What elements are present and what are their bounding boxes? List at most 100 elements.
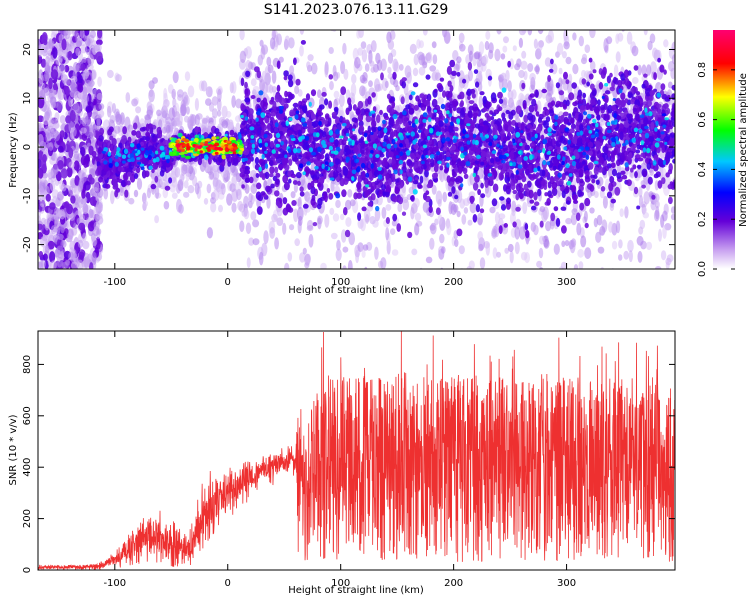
spectrogram-cell [583, 210, 588, 223]
spectrogram-cell [184, 71, 191, 81]
spectrogram-cell [570, 238, 577, 248]
spectrogram-cell [655, 205, 660, 220]
spectrogram-cell [584, 44, 591, 53]
spectrogram-cell [393, 79, 399, 88]
spectrogram-cell [82, 203, 88, 215]
spectrogram-cell [541, 276, 546, 289]
spectrogram-cell [456, 5, 462, 17]
spectrogram-cell [434, 72, 442, 81]
spectrogram-cell [299, 30, 305, 35]
spectrogram-cell [340, 61, 346, 74]
spectrogram-cell [434, 88, 438, 94]
spectrogram-cell [417, 184, 423, 189]
spectrogram-cell [425, 256, 433, 264]
spectrogram-cell [354, 57, 361, 69]
spectrogram-cell [171, 192, 178, 199]
spectrogram-cell [261, 44, 269, 55]
spectrogram-cell [645, 269, 650, 276]
spectrogram-cell [65, 115, 72, 124]
spectrogram-cell [342, 246, 349, 253]
spectrogram-cell [490, 92, 497, 102]
spectrogram-cell [96, 114, 101, 128]
spectrogram-cell [627, 92, 633, 99]
spectrogram-cell [295, 30, 299, 31]
spectrogram-cell [476, 58, 482, 68]
spectrogram-cell [340, 213, 345, 221]
spectrogram-cell [487, 75, 493, 81]
spectrogram-cell [541, 209, 548, 223]
spectrogram-cell [455, 61, 461, 72]
spectrogram-cell [364, 266, 368, 269]
spectrogram-cell [45, 55, 50, 66]
spectrogram-cell [340, 86, 347, 95]
spectrogram-cell [439, 165, 444, 171]
spectrogram-cell [75, 47, 81, 57]
spectrogram-cell [431, 184, 437, 195]
spectrogram-cell [83, 180, 91, 191]
spectrogram-cell [408, 322, 413, 333]
spectrogram-cell [565, 56, 572, 65]
spectrogram-cell [606, 75, 612, 84]
spectrogram-cell [211, 96, 219, 106]
spectrogram-cell [203, 198, 209, 205]
spectrogram-cell [359, 85, 366, 97]
spectrogram-cell [523, 114, 529, 123]
spectrogram-cell [638, 186, 643, 198]
spectrogram-cell [653, 173, 659, 179]
spectrogram-cell [537, 188, 542, 197]
spectrogram-cell [88, 208, 94, 219]
spectrogram-cell [641, 304, 645, 317]
spectrogram-cell [348, 103, 353, 112]
spectrogram-cell [82, 240, 90, 250]
spectrogram-cell [310, 186, 316, 195]
spectrogram-cell [475, 81, 480, 88]
spectrogram-cell [271, 70, 277, 84]
spectrogram-cell [370, 40, 377, 53]
spectrogram-cell [259, 39, 264, 47]
spectrogram-cell [64, 64, 70, 73]
spectrogram-cell [474, 174, 480, 183]
spectrogram-cell [478, 95, 483, 108]
spectrogram-cell [98, 109, 105, 118]
spectrogram-cell [148, 89, 155, 103]
spectrogram-cell [333, 106, 339, 112]
spectrogram-cell [176, 89, 184, 98]
spectrogram-cell [293, 182, 298, 193]
spectrogram-cell [409, 271, 416, 282]
spectrogram-cell [330, 180, 335, 192]
spectrogram-cell [412, 67, 419, 77]
spectrogram-cell [541, 88, 547, 94]
spectrogram-cell [44, 244, 50, 254]
spectrogram-cell [575, 212, 581, 221]
spectrogram-cell [243, 209, 250, 220]
spectrogram-cell [80, 127, 87, 134]
spectrogram-cell [603, 321, 610, 335]
spectrogram-cell [88, 145, 94, 156]
spectrogram-cell [514, 241, 520, 255]
spectrogram-cell [634, 171, 638, 179]
spectrogram-cell [276, 84, 281, 92]
spectrogram-cell [245, 59, 251, 72]
spectrogram-cell [387, 39, 395, 50]
spectrogram-cell [597, 99, 601, 106]
spectrogram-cell [380, 58, 387, 72]
spectrogram-cell [345, 319, 350, 332]
spectrogram-cell [239, 50, 247, 63]
spectrogram-cell [660, 214, 665, 228]
spectrogram-cell [670, 206, 675, 214]
spectrogram-cell [565, 79, 570, 85]
spectrogram-cell [474, 51, 481, 60]
spectrogram-cell [534, 201, 540, 206]
spectrogram-cell [392, 213, 398, 222]
spectrogram-cell [297, 196, 302, 210]
spectrogram-cell [407, 231, 413, 239]
spectrogram-cell [39, 82, 46, 89]
spectrogram-cell [402, 161, 407, 169]
spectrogram-cell [503, 36, 509, 44]
spectrogram-cell [163, 200, 170, 210]
spectrogram-cell [431, 41, 437, 49]
spectrogram-cell [515, 193, 520, 201]
spectrogram-cell [533, 224, 539, 236]
spectrogram-cell [654, 266, 662, 269]
